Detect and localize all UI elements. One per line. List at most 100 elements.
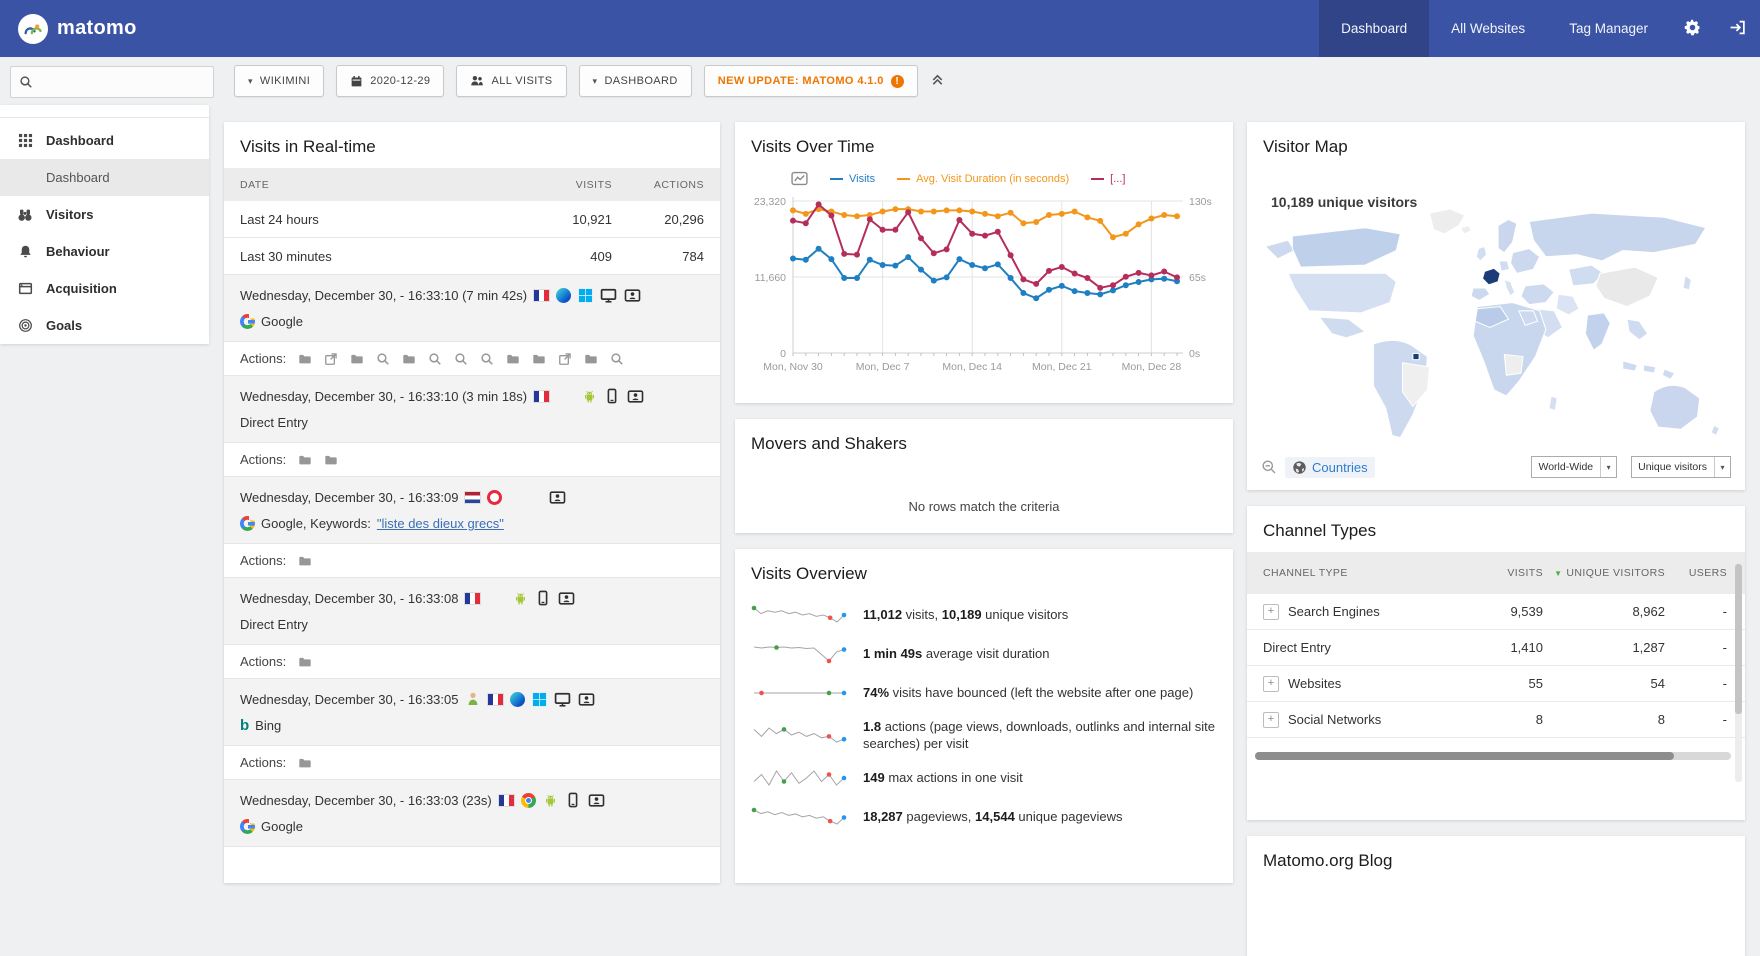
visitor-profile-icon[interactable] xyxy=(624,287,641,304)
svg-text:0s: 0s xyxy=(1189,348,1200,360)
column-visits[interactable]: VISITS xyxy=(1507,567,1543,579)
sidebar-item-goals[interactable]: Goals xyxy=(0,307,209,344)
legend-item-other[interactable]: [...] xyxy=(1091,173,1125,185)
visit-entry: Wednesday, December 30, - 16:33:10 (3 mi… xyxy=(224,376,720,443)
overview-row: 149 max actions in one visit xyxy=(735,758,1233,797)
sidebar-item-behaviour[interactable]: Behaviour xyxy=(0,233,209,270)
dashboard-selector-button[interactable]: ▾ DASHBOARD xyxy=(578,65,692,97)
page-folder-icon[interactable] xyxy=(532,352,546,366)
column-unique-visitors[interactable]: ▼ UNIQUE VISITORS xyxy=(1554,567,1665,579)
nav-item-tag-manager[interactable]: Tag Manager xyxy=(1569,21,1648,36)
search-box[interactable] xyxy=(10,66,214,98)
visitor-profile-icon[interactable] xyxy=(558,590,575,607)
countries-link[interactable]: Countries xyxy=(1285,456,1375,478)
collapse-header-button[interactable] xyxy=(930,72,945,90)
site-search-icon[interactable] xyxy=(376,352,390,366)
column-actions: ACTIONS xyxy=(653,178,704,191)
france-flag-icon xyxy=(488,693,504,705)
keyword-link[interactable]: "liste des dieux grecs" xyxy=(376,516,504,531)
column-channel-type[interactable]: CHANNEL TYPE xyxy=(1263,567,1348,579)
visit-actions-row: Actions: xyxy=(224,544,720,578)
date-range-button[interactable]: 2020-12-29 xyxy=(336,65,445,97)
nav-item-all-websites[interactable]: All Websites xyxy=(1451,21,1526,36)
outlink-icon[interactable] xyxy=(324,352,338,366)
matomo-logo-icon xyxy=(18,13,48,44)
chart-export-icon[interactable] xyxy=(791,170,808,187)
legend-item-visits[interactable]: Visits xyxy=(830,173,875,185)
page-folder-icon[interactable] xyxy=(298,554,312,568)
page-folder-icon[interactable] xyxy=(506,352,520,366)
scrollbar-thumb[interactable] xyxy=(1735,564,1742,714)
svg-text:11,660: 11,660 xyxy=(755,272,786,284)
france-flag-icon xyxy=(465,592,481,604)
overview-row: 1 min 49s average visit duration xyxy=(735,634,1233,673)
france-flag-icon xyxy=(534,390,550,402)
page-folder-icon[interactable] xyxy=(298,655,312,669)
page-folder-icon[interactable] xyxy=(298,352,312,366)
legend-swatch xyxy=(897,177,911,180)
site-search-icon[interactable] xyxy=(610,352,624,366)
page-folder-icon[interactable] xyxy=(350,352,364,366)
france-flag-icon xyxy=(534,289,550,301)
visitor-profile-icon[interactable] xyxy=(549,489,566,506)
expand-row-icon[interactable]: + xyxy=(1263,711,1279,728)
sidebar-item-visitors[interactable]: Visitors xyxy=(0,196,209,233)
page-folder-icon[interactable] xyxy=(324,453,338,467)
sidebar-item-acquisition[interactable]: Acquisition xyxy=(0,270,209,307)
channels-table-header: CHANNEL TYPE VISITS ▼ UNIQUE VISITORS USE… xyxy=(1247,552,1745,594)
zoom-out-icon[interactable] xyxy=(1261,459,1277,475)
sort-desc-icon: ▼ xyxy=(1554,569,1563,578)
update-notification-label: NEW UPDATE: MATOMO 4.1.0 xyxy=(717,75,884,87)
map-metric-select[interactable]: Unique visitors ▾ xyxy=(1631,456,1731,478)
site-search-icon[interactable] xyxy=(428,352,442,366)
overview-row: 74% visits have bounced (left the websit… xyxy=(735,673,1233,712)
visits-in-realtime-widget: Visits in Real-time DATE VISITS ACTIONS … xyxy=(224,122,720,883)
left-sidebar: Dashboard Dashboard Visitors Behaviour A… xyxy=(0,105,209,344)
sidebar-item-dashboard-category[interactable]: Dashboard xyxy=(0,122,209,159)
update-notification-button[interactable]: NEW UPDATE: MATOMO 4.1.0 ! xyxy=(703,65,918,97)
visit-actions-row: Actions: xyxy=(224,443,720,477)
visitor-map-widget: Visitor Map 10,189 unique visitors xyxy=(1247,122,1745,490)
page-folder-icon[interactable] xyxy=(298,756,312,770)
expand-row-icon[interactable]: + xyxy=(1263,603,1279,620)
nav-item-dashboard[interactable]: Dashboard xyxy=(1319,0,1430,57)
visitor-profile-icon[interactable] xyxy=(627,388,644,405)
page-folder-icon[interactable] xyxy=(584,352,598,366)
legend-item-duration[interactable]: Avg. Visit Duration (in seconds) xyxy=(897,173,1069,185)
visitor-profile-icon[interactable] xyxy=(588,792,605,809)
visit-referrer: Direct Entry xyxy=(240,415,308,430)
visit-referrer: Google xyxy=(261,819,303,834)
chevron-down-icon: ▾ xyxy=(592,75,598,86)
logout-button[interactable] xyxy=(1715,0,1760,57)
table-row: + Websites 55 54 - xyxy=(1247,666,1745,702)
movers-and-shakers-widget: Movers and Shakers No rows match the cri… xyxy=(735,419,1233,533)
page-folder-icon[interactable] xyxy=(298,453,312,467)
settings-button[interactable] xyxy=(1670,0,1715,57)
outlink-icon[interactable] xyxy=(558,352,572,366)
scrollbar-thumb[interactable] xyxy=(1255,752,1674,760)
sparkline xyxy=(751,807,847,825)
site-search-icon[interactable] xyxy=(454,352,468,366)
site-selector-button[interactable]: ▾ WIKIMINI xyxy=(234,65,325,97)
binoculars-icon xyxy=(17,207,33,223)
overview-row: 18,287 pageviews, 14,544 unique pageview… xyxy=(735,797,1233,836)
visit-datetime: Wednesday, December 30, - 16:33:05 xyxy=(240,691,459,707)
android-os-icon xyxy=(543,793,558,808)
site-search-icon[interactable] xyxy=(480,352,494,366)
column-users[interactable]: USERS xyxy=(1688,567,1727,579)
world-map[interactable] xyxy=(1257,206,1735,452)
search-input[interactable] xyxy=(39,74,205,90)
visitor-profile-icon[interactable] xyxy=(578,691,595,708)
map-region-select[interactable]: World-Wide ▾ xyxy=(1531,456,1618,478)
matomo-brand[interactable]: matomo xyxy=(0,0,155,57)
windows-os-icon xyxy=(532,692,547,707)
expand-row-icon[interactable]: + xyxy=(1263,675,1279,692)
actions-label: Actions: xyxy=(240,755,287,770)
horizontal-scrollbar xyxy=(1255,752,1731,760)
page-folder-icon[interactable] xyxy=(402,352,416,366)
segment-selector-button[interactable]: ALL VISITS xyxy=(456,65,567,97)
svg-text:0: 0 xyxy=(780,348,786,360)
secondary-toolbar: ▾ WIKIMINI 2020-12-29 ALL VISITS ▾ DASHB… xyxy=(0,57,1760,105)
sidebar-item-dashboard[interactable]: Dashboard xyxy=(0,159,209,196)
svg-text:Mon, Nov 30: Mon, Nov 30 xyxy=(763,361,823,373)
